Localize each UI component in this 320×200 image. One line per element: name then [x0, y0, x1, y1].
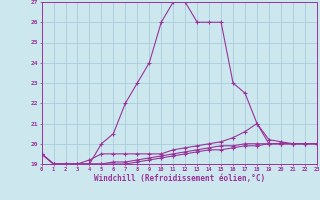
X-axis label: Windchill (Refroidissement éolien,°C): Windchill (Refroidissement éolien,°C)	[94, 174, 265, 183]
